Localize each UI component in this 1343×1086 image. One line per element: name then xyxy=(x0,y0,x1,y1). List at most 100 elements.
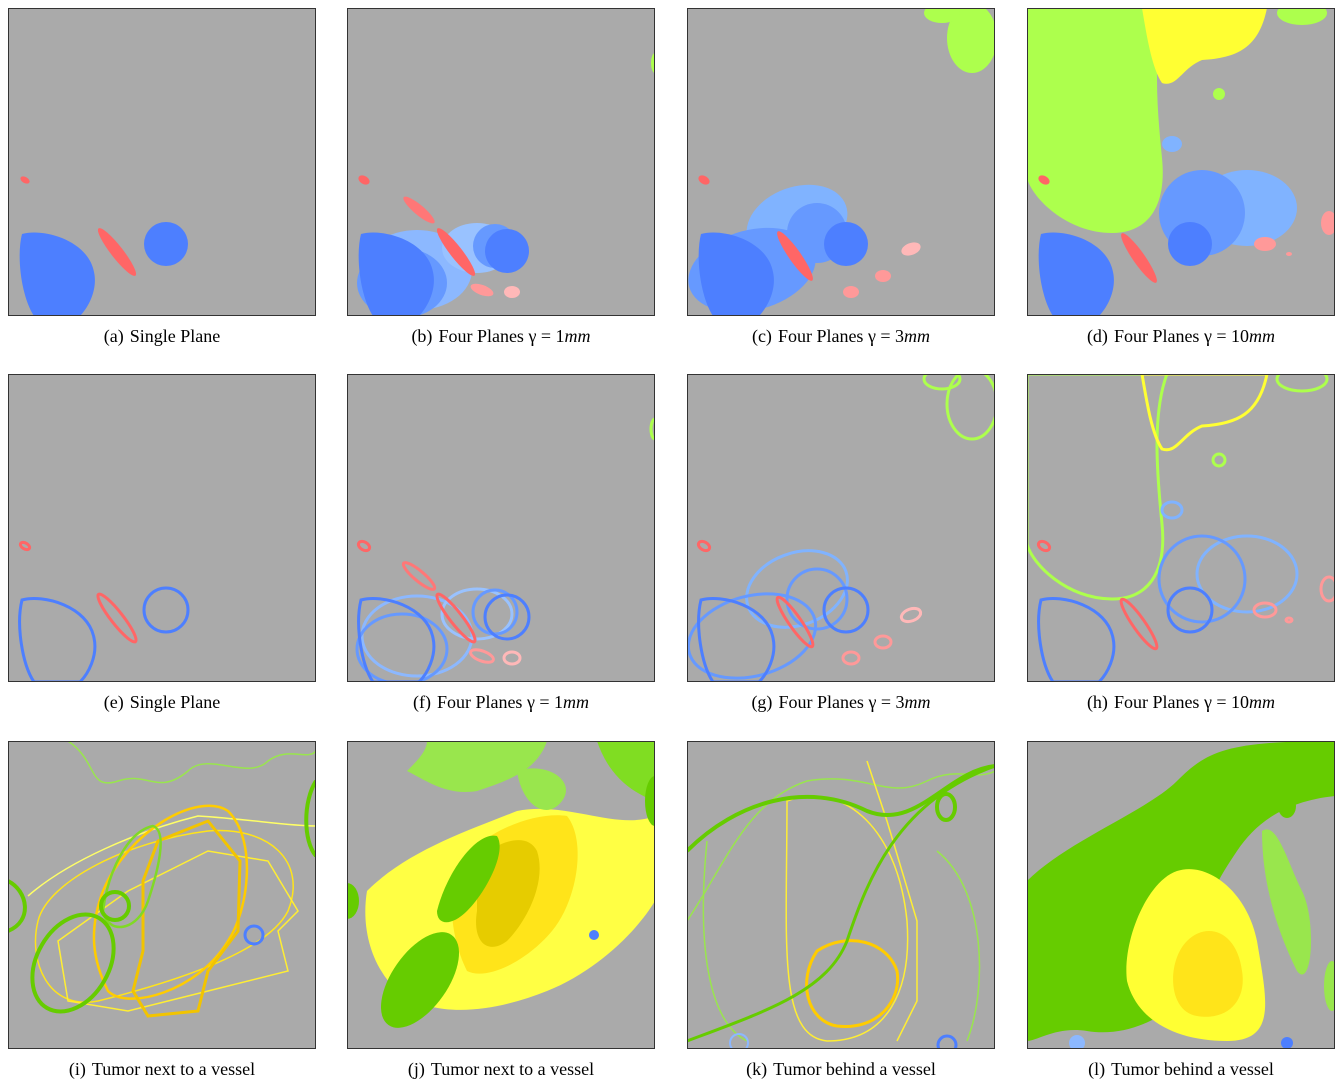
panel-image xyxy=(1027,374,1335,682)
caption: (b) Four Planes γ = 1mm xyxy=(336,326,666,347)
caption-label: (f) xyxy=(412,692,431,712)
region xyxy=(1278,794,1296,818)
caption: (l) Tumor behind a vessel xyxy=(1016,1059,1343,1080)
region xyxy=(777,231,813,281)
region xyxy=(597,741,655,801)
region xyxy=(1254,237,1276,251)
region xyxy=(1027,374,1169,601)
region xyxy=(347,883,359,919)
region xyxy=(1027,8,1167,233)
region xyxy=(358,175,370,185)
caption-text: Single Plane xyxy=(129,692,221,712)
region xyxy=(517,768,566,810)
contour xyxy=(687,770,995,922)
region xyxy=(899,606,923,624)
region xyxy=(824,222,868,266)
region xyxy=(1140,374,1269,452)
region xyxy=(18,597,97,682)
region xyxy=(97,228,137,276)
region xyxy=(1162,136,1182,152)
region xyxy=(1262,829,1312,975)
region xyxy=(470,283,494,297)
caption-label: (k) xyxy=(746,1059,768,1079)
region xyxy=(843,286,859,298)
panel-image xyxy=(1027,8,1335,316)
region xyxy=(1277,8,1327,25)
caption-label: (g) xyxy=(751,692,773,712)
contour xyxy=(27,815,316,897)
caption: (e) Single Plane xyxy=(0,692,327,713)
caption-unit: mm xyxy=(1249,692,1276,712)
caption-label: (h) xyxy=(1086,692,1108,712)
frame xyxy=(1027,374,1335,682)
frame xyxy=(8,741,316,1049)
region xyxy=(1173,931,1243,1017)
caption-unit: mm xyxy=(1249,326,1276,346)
region xyxy=(142,586,190,634)
region xyxy=(1275,374,1329,393)
region xyxy=(360,594,474,678)
region xyxy=(355,612,449,682)
region xyxy=(440,587,514,641)
region xyxy=(18,540,32,552)
caption-unit: mm xyxy=(904,326,931,346)
region xyxy=(687,592,818,680)
region xyxy=(20,176,30,184)
region xyxy=(380,932,460,1028)
region xyxy=(435,592,477,644)
caption-text: Four Planes γ = 3 xyxy=(777,326,905,346)
contour xyxy=(243,924,265,946)
region xyxy=(698,232,774,316)
caption-label: (i) xyxy=(68,1059,86,1079)
caption: (j) Tumor next to a vessel xyxy=(336,1059,666,1080)
contour xyxy=(785,795,909,1042)
caption-text: Four Planes γ = 10 xyxy=(1113,326,1250,346)
region xyxy=(649,417,655,441)
caption-text: Single Plane xyxy=(129,326,221,346)
contour xyxy=(702,840,748,1042)
panel-image xyxy=(1027,741,1335,1049)
contour xyxy=(57,850,299,1012)
region xyxy=(822,586,870,634)
region xyxy=(873,634,893,650)
panel-image xyxy=(8,8,316,316)
region xyxy=(1195,534,1299,614)
caption-text: Tumor behind a vessel xyxy=(1111,1059,1274,1079)
caption: (i) Tumor next to a vessel xyxy=(0,1059,327,1080)
frame xyxy=(1027,8,1335,316)
caption: (c) Four Planes γ = 3mm xyxy=(676,326,1006,347)
region xyxy=(947,8,995,73)
frame xyxy=(687,374,995,682)
caption-text: Tumor behind a vessel xyxy=(773,1059,936,1079)
region xyxy=(485,229,529,273)
panel-image xyxy=(8,741,316,1049)
panel-image xyxy=(687,374,995,682)
caption: (d) Four Planes γ = 10mm xyxy=(1016,326,1343,347)
frame xyxy=(8,8,316,316)
region xyxy=(698,175,710,185)
region xyxy=(589,930,599,940)
region xyxy=(841,650,861,666)
region xyxy=(356,539,372,553)
region xyxy=(1119,597,1159,651)
region xyxy=(1213,88,1225,100)
caption-label: (j) xyxy=(407,1059,425,1079)
region xyxy=(1281,1037,1293,1049)
region xyxy=(1211,452,1227,468)
region xyxy=(775,595,815,649)
caption-label: (b) xyxy=(411,326,433,346)
background xyxy=(8,741,316,1049)
caption: (k) Tumor behind a vessel xyxy=(676,1059,1006,1080)
panel-image xyxy=(347,374,655,682)
region xyxy=(358,232,434,316)
region xyxy=(875,270,891,282)
caption-label: (c) xyxy=(751,326,772,346)
region xyxy=(502,650,522,666)
caption-text: Four Planes γ = 1 xyxy=(438,326,565,346)
frame xyxy=(687,741,995,1049)
region xyxy=(436,228,476,276)
region xyxy=(901,242,921,256)
frame xyxy=(347,8,655,316)
region xyxy=(144,222,188,266)
contour xyxy=(101,824,162,929)
